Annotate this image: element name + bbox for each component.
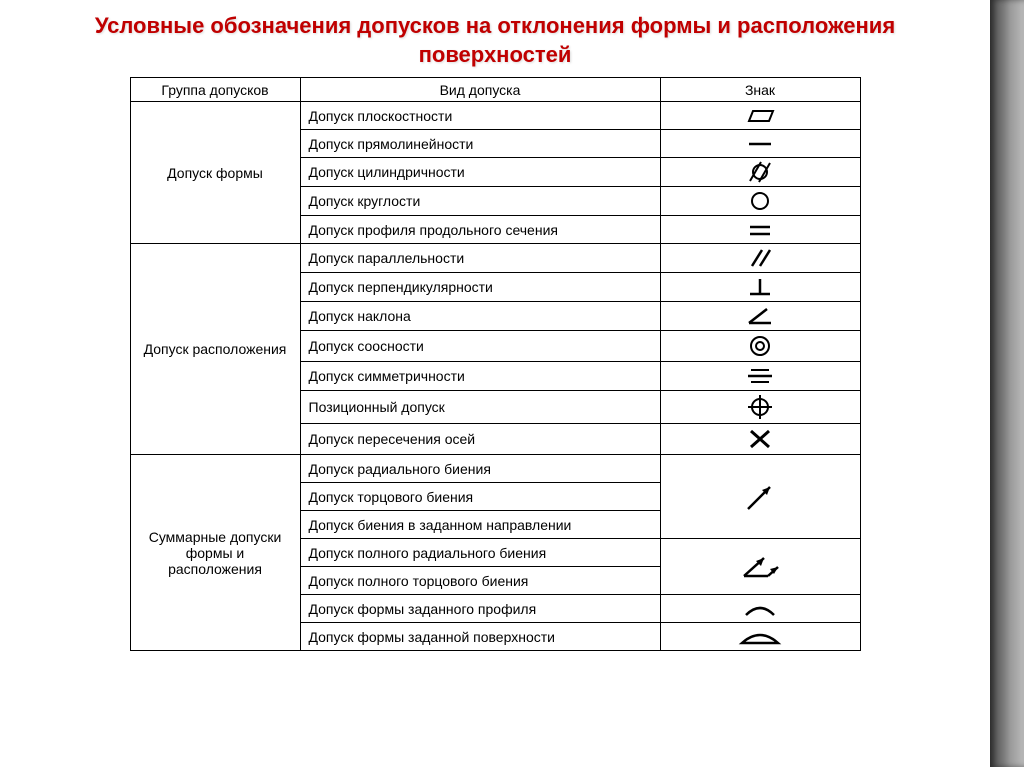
type-cell: Допуск перпендикулярности	[300, 273, 660, 302]
angularity-icon	[669, 305, 852, 327]
sign-cell	[660, 595, 860, 623]
sign-cell	[660, 102, 860, 130]
position-icon	[669, 394, 852, 420]
axis-crossing-icon	[669, 427, 852, 451]
sign-cell	[660, 273, 860, 302]
sign-cell	[660, 244, 860, 273]
sign-cell	[660, 424, 860, 455]
type-cell: Допуск биения в заданном направлении	[300, 511, 660, 539]
type-cell: Допуск параллельности	[300, 244, 660, 273]
table-row: Допуск формыДопуск плоскостности	[130, 102, 860, 130]
roundness-icon	[669, 190, 852, 212]
table-row: Суммарные допуски формы и расположенияДо…	[130, 455, 860, 483]
type-cell: Допуск плоскостности	[300, 102, 660, 130]
profile-surface-icon	[669, 627, 852, 647]
table-row: Допуск расположенияДопуск параллельности	[130, 244, 860, 273]
profile-longitudinal-icon	[669, 221, 852, 239]
total-runout-icon	[669, 552, 852, 582]
decorative-right-band	[990, 0, 1024, 767]
type-cell: Допуск формы заданного профиля	[300, 595, 660, 623]
sign-cell	[660, 391, 860, 424]
sign-cell	[660, 362, 860, 391]
sign-cell	[660, 187, 860, 216]
header-sign: Знак	[660, 78, 860, 102]
sign-cell	[660, 455, 860, 539]
symmetry-icon	[669, 365, 852, 387]
sign-cell	[660, 130, 860, 158]
straightness-icon	[669, 135, 852, 153]
group-cell: Суммарные допуски формы и расположения	[130, 455, 300, 651]
group-cell: Допуск расположения	[130, 244, 300, 455]
tolerance-table: Группа допусков Вид допуска Знак Допуск …	[130, 77, 861, 651]
parallelism-icon	[669, 247, 852, 269]
type-cell: Допуск радиального биения	[300, 455, 660, 483]
sign-cell	[660, 158, 860, 187]
group-cell: Допуск формы	[130, 102, 300, 244]
type-cell: Допуск формы заданной поверхности	[300, 623, 660, 651]
header-type: Вид допуска	[300, 78, 660, 102]
title-line-1: Условные обозначения допусков на отклоне…	[95, 13, 895, 38]
type-cell: Допуск полного радиального биения	[300, 539, 660, 567]
type-cell: Допуск полного торцового биения	[300, 567, 660, 595]
type-cell: Допуск цилиндричности	[300, 158, 660, 187]
sign-cell	[660, 539, 860, 595]
type-cell: Допуск прямолинейности	[300, 130, 660, 158]
cylindricity-icon	[669, 161, 852, 183]
concentricity-icon	[669, 334, 852, 358]
type-cell: Допуск наклона	[300, 302, 660, 331]
page-title: Условные обозначения допусков на отклоне…	[20, 12, 970, 69]
runout-arrow-icon	[669, 477, 852, 517]
profile-line-icon	[669, 599, 852, 619]
title-line-2: поверхностей	[419, 42, 572, 67]
sign-cell	[660, 302, 860, 331]
sign-cell	[660, 216, 860, 244]
type-cell: Допуск торцового биения	[300, 483, 660, 511]
type-cell: Допуск симметричности	[300, 362, 660, 391]
type-cell: Допуск профиля продольного сечения	[300, 216, 660, 244]
perpendicularity-icon	[669, 276, 852, 298]
type-cell: Позиционный допуск	[300, 391, 660, 424]
type-cell: Допуск соосности	[300, 331, 660, 362]
type-cell: Допуск пересечения осей	[300, 424, 660, 455]
sign-cell	[660, 623, 860, 651]
header-group: Группа допусков	[130, 78, 300, 102]
sign-cell	[660, 331, 860, 362]
type-cell: Допуск круглости	[300, 187, 660, 216]
flatness-icon	[669, 107, 852, 125]
